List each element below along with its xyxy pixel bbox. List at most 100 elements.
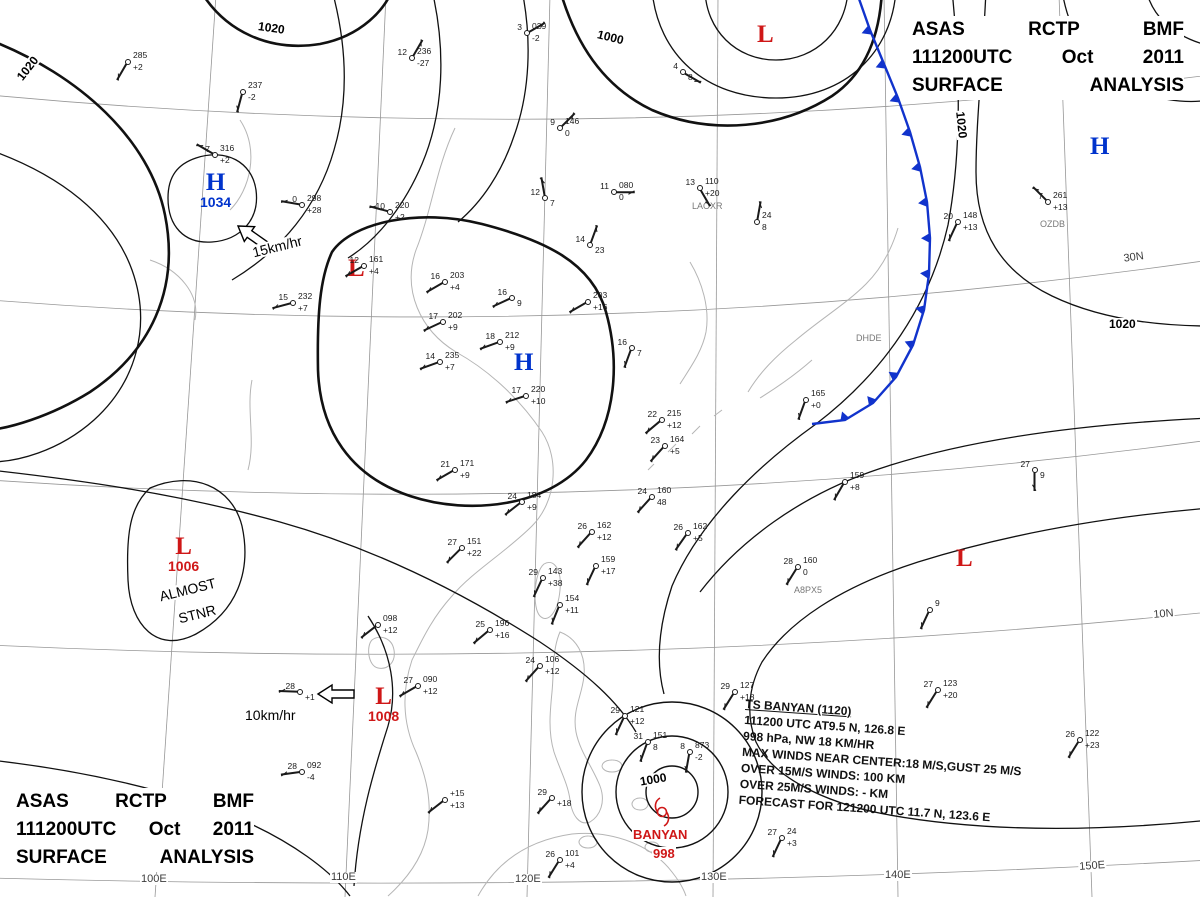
- station-pressure: 146: [565, 116, 580, 126]
- station-pressure: 160: [657, 485, 672, 495]
- station-tendency: +20: [705, 188, 720, 198]
- ship-id-label: DHDE: [856, 333, 882, 343]
- station-temperature: 27: [447, 537, 457, 547]
- station-tendency: 0: [803, 567, 808, 577]
- station-temperature: 23: [650, 435, 660, 445]
- station-temperature: 8: [680, 741, 685, 751]
- station-tendency: 0: [565, 128, 570, 138]
- station-temperature: 20: [943, 211, 953, 221]
- station-circle-icon: [955, 219, 961, 225]
- station-pressure: 161: [369, 254, 384, 264]
- station-temperature: 27: [767, 827, 777, 837]
- station-pressure: 106: [545, 654, 560, 664]
- station-temperature: 29: [528, 567, 538, 577]
- station-circle-icon: [290, 300, 296, 306]
- station-temperature: 27: [403, 675, 413, 685]
- pressure-symbol: H: [514, 349, 534, 376]
- pressure-center: H 1034: [200, 170, 232, 210]
- station-pressure: 184: [527, 490, 542, 500]
- station-pressure: 159: [601, 554, 616, 564]
- station-tendency: +12: [423, 686, 438, 696]
- station-circle-icon: [509, 295, 515, 301]
- station-temperature: 21: [440, 459, 450, 469]
- station-circle-icon: [1045, 199, 1051, 205]
- pressure-symbol: L: [757, 21, 774, 48]
- station-tendency: +16: [593, 302, 608, 312]
- station-circle-icon: [842, 479, 848, 485]
- grid-label: 120E: [514, 873, 542, 885]
- station-temperature: 26: [577, 521, 587, 531]
- ship-id-label: LAOXR: [692, 201, 723, 211]
- station-temperature: 24: [507, 491, 517, 501]
- coast-china-vietnam: [387, 127, 554, 897]
- chart-datetime: 111200UTC Oct 2011: [16, 816, 254, 844]
- coast-japan: [747, 227, 899, 393]
- station-circle-icon: [487, 627, 493, 633]
- title-block-bottom-left: ASAS RCTP BMF 111200UTC Oct 2011 SURFACE…: [16, 788, 254, 872]
- station-temperature: 16: [617, 337, 627, 347]
- station-pressure: 873: [695, 740, 710, 750]
- annotation-label: 10km/hr: [244, 707, 297, 723]
- pressure-value: 1006: [168, 558, 200, 574]
- ship-id-label: OZDB: [1040, 219, 1066, 229]
- station-temperature: 18: [485, 331, 495, 341]
- station-tendency: +2: [133, 62, 143, 72]
- station-tendency: +9: [505, 342, 515, 352]
- station-pressure: 154: [565, 593, 580, 603]
- station-pressure: 143: [548, 566, 563, 576]
- station-pressure: 24: [787, 826, 797, 836]
- station-tendency: +13: [963, 222, 978, 232]
- pressure-center: L 1008: [368, 684, 399, 723]
- pressure-center: H: [514, 349, 534, 376]
- coast-hainan: [368, 636, 395, 669]
- station-circle-icon: [442, 797, 448, 803]
- station-pressure: 232: [298, 291, 313, 301]
- grid-label: 110E: [330, 871, 357, 883]
- station-circle-icon: [459, 545, 465, 551]
- station-temperature: 3: [517, 22, 522, 32]
- wind-barb-icon: [614, 191, 635, 193]
- station-temperature: 4: [673, 61, 678, 71]
- station-circle-icon: [361, 263, 367, 269]
- terrain-lines: [149, 119, 253, 471]
- station-pressure: 164: [670, 434, 685, 444]
- coast-ryukyu: [647, 409, 723, 471]
- station-tendency: +12: [630, 716, 645, 726]
- station-tendency: +4: [369, 266, 379, 276]
- station-temperature: 28: [783, 556, 793, 566]
- station-pressure: 121: [630, 704, 645, 714]
- station-circle-icon: [375, 622, 381, 628]
- station-pressure: 203: [450, 270, 465, 280]
- station-tendency: +1: [305, 692, 315, 702]
- isobar-low-1006: [126, 480, 246, 642]
- station-temperature: 22: [647, 409, 657, 419]
- station-circle-icon: [299, 202, 305, 208]
- grid-label: 130E: [700, 871, 728, 883]
- station-circle-icon: [611, 189, 617, 195]
- station-tendency: -27: [417, 58, 430, 68]
- station-pressure: 151: [467, 536, 482, 546]
- pressure-value: 1034: [200, 194, 232, 210]
- station-circle-icon: [452, 467, 458, 473]
- pressure-symbol: H: [1090, 133, 1110, 160]
- station-tendency: +9: [448, 322, 458, 332]
- station-temperature: 7: [1038, 191, 1043, 201]
- station-temperature: 7: [205, 144, 210, 154]
- station-pressure: 24: [762, 210, 772, 220]
- station-tendency: +18: [740, 692, 755, 702]
- station-circle-icon: [754, 219, 760, 225]
- station-circle-icon: [935, 687, 941, 693]
- station-tendency: -2: [248, 92, 256, 102]
- station-pressure: 080: [619, 180, 634, 190]
- chart-type: SURFACE ANALYSIS: [912, 72, 1184, 100]
- grid-label: 150E: [1078, 859, 1107, 873]
- station-tendency: +10: [531, 396, 546, 406]
- station-temperature: 28: [285, 681, 295, 691]
- station-pressure: 123: [943, 678, 958, 688]
- station-tendency: +9: [460, 470, 470, 480]
- station-circle-icon: [629, 345, 635, 351]
- station-circle-icon: [409, 55, 415, 61]
- station-pressure: 127: [740, 680, 755, 690]
